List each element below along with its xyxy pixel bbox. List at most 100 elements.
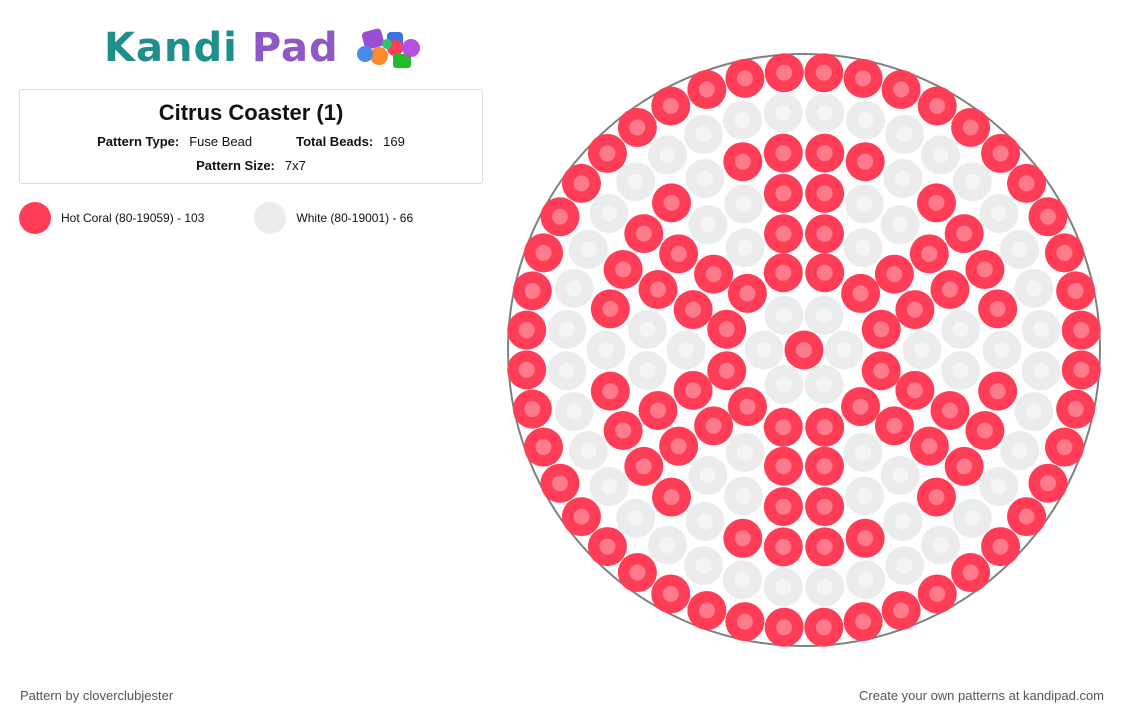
bead-white	[547, 309, 587, 349]
bead-white	[688, 455, 728, 495]
bead-hot-coral	[981, 527, 1021, 567]
bead-hot-coral	[590, 371, 630, 411]
total-beads-value: 169	[383, 134, 405, 149]
bead-hot-coral	[651, 574, 691, 614]
pattern-meta-row: Pattern Type: Fuse Bead Total Beads: 169	[20, 134, 482, 150]
bead-hot-coral	[1061, 310, 1101, 350]
legend-label: Hot Coral (80-19059) - 103	[61, 211, 205, 225]
bead-hot-coral	[561, 163, 601, 203]
bead-hot-coral	[561, 497, 601, 537]
bead-white	[952, 498, 992, 538]
bead-hot-coral	[804, 446, 844, 486]
bead-white	[952, 162, 992, 202]
bead-white	[722, 100, 762, 140]
bead-white	[725, 432, 765, 472]
bead-hot-coral	[687, 70, 727, 110]
pattern-size-label: Pattern Size:	[196, 158, 275, 173]
bead-white	[722, 560, 762, 600]
kandipad-logo[interactable]: Kandi Pad	[104, 24, 425, 72]
bead-hot-coral	[861, 309, 901, 349]
bead-white	[763, 567, 803, 607]
bead-hot-coral	[764, 214, 804, 254]
bead-white	[805, 567, 845, 607]
bead-hot-coral	[590, 289, 630, 329]
bead-hot-coral	[763, 253, 803, 293]
bead-hot-coral	[652, 183, 692, 223]
color-legend: Hot Coral (80-19059) - 103 White (80-190…	[19, 202, 413, 234]
bead-hot-coral	[763, 133, 803, 173]
bead-hot-coral	[895, 290, 935, 330]
bead-hot-coral	[659, 234, 699, 274]
bead-hot-coral	[764, 53, 804, 93]
bead-white	[568, 229, 608, 269]
bead-white	[616, 162, 656, 202]
bead-white	[547, 351, 587, 391]
bead-hot-coral	[617, 553, 657, 593]
bead-white	[844, 184, 884, 224]
bead-hot-coral	[764, 446, 804, 486]
bead-hot-coral	[881, 70, 921, 110]
pattern-info-card: Citrus Coaster (1) Pattern Type: Fuse Bea…	[19, 89, 483, 184]
bead-white	[1014, 268, 1054, 308]
bead-hot-coral	[1007, 163, 1047, 203]
logo-text: Kandi Pad	[104, 24, 339, 72]
bead-hot-coral	[805, 173, 845, 213]
bead-hot-coral	[727, 273, 767, 313]
bead-white	[885, 114, 925, 154]
bead-hot-coral	[930, 390, 970, 430]
bead-hot-coral	[723, 142, 763, 182]
bead-hot-coral	[917, 86, 957, 126]
bead-white	[805, 93, 845, 133]
bead-white	[724, 476, 764, 516]
bead-white	[979, 467, 1019, 507]
bead-hot-coral	[916, 183, 956, 223]
kandipad-link[interactable]: Create your own patterns at kandipad.com	[859, 688, 1104, 703]
bead-hot-coral	[804, 214, 844, 254]
bead-hot-coral	[763, 527, 803, 567]
bead-white	[824, 330, 864, 370]
bead-hot-coral	[841, 387, 881, 427]
bead-white	[921, 525, 961, 565]
bead-hot-coral	[763, 407, 803, 447]
bead-white	[627, 309, 667, 349]
bead-hot-coral	[917, 574, 957, 614]
bead-hot-coral	[707, 351, 747, 391]
bead-white	[1021, 309, 1061, 349]
bead-hot-coral	[874, 254, 914, 294]
bead-hot-coral	[804, 607, 844, 647]
bead-hot-coral	[507, 310, 547, 350]
bead-white	[880, 455, 920, 495]
bead-white	[764, 365, 804, 405]
bead-white	[883, 501, 923, 541]
bead-white	[554, 268, 594, 308]
bead-hot-coral	[843, 602, 883, 642]
bead-hot-coral	[707, 309, 747, 349]
bead-white	[647, 135, 687, 175]
bead-hot-coral	[951, 107, 991, 147]
bead-hot-coral	[944, 446, 984, 486]
pattern-size-row: Pattern Size: 7x7	[20, 158, 482, 174]
bead-hot-coral	[617, 107, 657, 147]
bead-hot-coral	[638, 390, 678, 430]
bead-hot-coral	[587, 133, 627, 173]
white-swatch	[254, 202, 287, 234]
bead-hot-coral	[805, 133, 845, 173]
bead-hot-coral	[845, 518, 885, 558]
bead-white	[586, 330, 626, 370]
bead-white	[685, 501, 725, 541]
bead-hot-coral	[965, 249, 1005, 289]
logo-kandi-text: Kandi	[104, 25, 238, 71]
bead-hot-coral	[1044, 233, 1084, 273]
bead-hot-coral	[981, 133, 1021, 173]
bead-hot-coral	[805, 527, 845, 567]
bead-hot-coral	[784, 330, 824, 370]
bead-white	[880, 205, 920, 245]
bead-white	[616, 498, 656, 538]
bead-hot-coral	[507, 350, 547, 390]
bead-hot-coral	[1056, 271, 1096, 311]
bead-hot-coral	[805, 487, 845, 527]
bead-hot-coral	[587, 527, 627, 567]
logo-pad-text: Pad	[251, 25, 339, 71]
legend-label: White (80-19001) - 66	[296, 211, 414, 225]
bead-hot-coral	[861, 351, 901, 391]
